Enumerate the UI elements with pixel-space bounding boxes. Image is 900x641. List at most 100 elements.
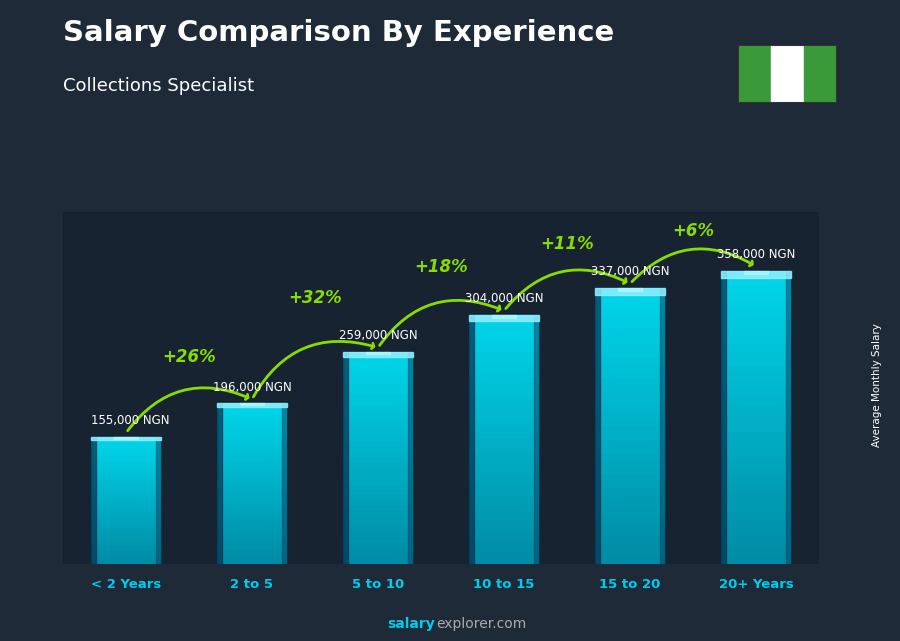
Bar: [469, 539, 538, 545]
Bar: [92, 475, 160, 478]
Bar: [343, 431, 412, 437]
Bar: [721, 403, 790, 410]
Bar: [469, 545, 538, 552]
Bar: [595, 460, 664, 467]
Bar: [721, 344, 790, 351]
Bar: [92, 561, 160, 564]
Bar: [595, 398, 664, 405]
Bar: [595, 336, 664, 343]
Bar: [343, 352, 348, 564]
Bar: [721, 520, 790, 528]
Bar: [595, 516, 664, 522]
Bar: [217, 488, 286, 492]
Bar: [217, 419, 286, 424]
Bar: [92, 542, 160, 545]
Bar: [595, 557, 664, 564]
Bar: [92, 491, 160, 494]
Bar: [595, 370, 664, 378]
Bar: [217, 403, 286, 408]
Bar: [217, 560, 286, 564]
Bar: [217, 403, 222, 564]
Bar: [469, 445, 538, 452]
Bar: [217, 452, 286, 456]
Bar: [217, 544, 286, 548]
Bar: [217, 495, 286, 500]
Bar: [240, 403, 264, 405]
Bar: [595, 419, 664, 426]
Bar: [469, 527, 538, 533]
Bar: [469, 315, 538, 321]
Bar: [217, 460, 286, 463]
Bar: [721, 358, 790, 366]
Bar: [469, 333, 538, 340]
Bar: [343, 352, 412, 357]
Text: explorer.com: explorer.com: [436, 617, 526, 631]
Bar: [721, 491, 790, 498]
Bar: [721, 469, 790, 476]
Bar: [343, 485, 412, 490]
Bar: [595, 495, 664, 502]
Bar: [721, 462, 790, 469]
Bar: [217, 435, 286, 440]
Bar: [721, 417, 790, 424]
Bar: [92, 535, 160, 538]
Bar: [343, 378, 412, 383]
Bar: [217, 516, 286, 520]
Bar: [217, 415, 286, 419]
Text: Salary Comparison By Experience: Salary Comparison By Experience: [63, 19, 614, 47]
Bar: [343, 511, 412, 516]
Text: 259,000 NGN: 259,000 NGN: [338, 329, 418, 342]
Bar: [92, 497, 160, 501]
Bar: [744, 271, 768, 274]
Bar: [469, 440, 538, 445]
Bar: [92, 465, 160, 469]
Bar: [721, 454, 790, 462]
Bar: [217, 479, 286, 484]
Bar: [595, 481, 664, 488]
Bar: [92, 517, 160, 520]
Bar: [217, 412, 286, 415]
Bar: [469, 458, 538, 464]
Bar: [469, 483, 538, 489]
Bar: [469, 433, 538, 440]
Bar: [92, 523, 160, 526]
Bar: [92, 548, 160, 551]
Text: 196,000 NGN: 196,000 NGN: [212, 381, 292, 394]
Bar: [595, 509, 664, 516]
Text: 20+ Years: 20+ Years: [718, 578, 794, 591]
Bar: [469, 321, 538, 328]
Text: Collections Specialist: Collections Specialist: [63, 77, 254, 95]
Bar: [114, 437, 138, 438]
Bar: [595, 474, 664, 481]
Bar: [595, 288, 664, 295]
Bar: [92, 554, 160, 558]
Bar: [469, 495, 538, 502]
Bar: [595, 412, 664, 419]
Bar: [469, 477, 538, 483]
Bar: [469, 408, 538, 415]
Bar: [343, 362, 412, 368]
Bar: [217, 548, 286, 552]
Bar: [595, 288, 664, 295]
Bar: [469, 352, 538, 358]
Bar: [343, 394, 412, 399]
Bar: [217, 484, 286, 488]
Bar: [343, 437, 412, 442]
Bar: [343, 463, 412, 469]
Bar: [217, 431, 286, 435]
Bar: [343, 538, 412, 543]
Bar: [92, 494, 160, 497]
Bar: [92, 532, 160, 535]
Bar: [469, 396, 538, 402]
Bar: [721, 505, 790, 513]
Bar: [217, 524, 286, 528]
Bar: [343, 501, 412, 506]
Text: +6%: +6%: [672, 222, 714, 240]
Bar: [343, 357, 412, 362]
Bar: [217, 540, 286, 544]
Bar: [92, 437, 96, 564]
Bar: [343, 548, 412, 553]
Bar: [343, 352, 412, 357]
Bar: [92, 501, 160, 504]
Bar: [343, 469, 412, 474]
